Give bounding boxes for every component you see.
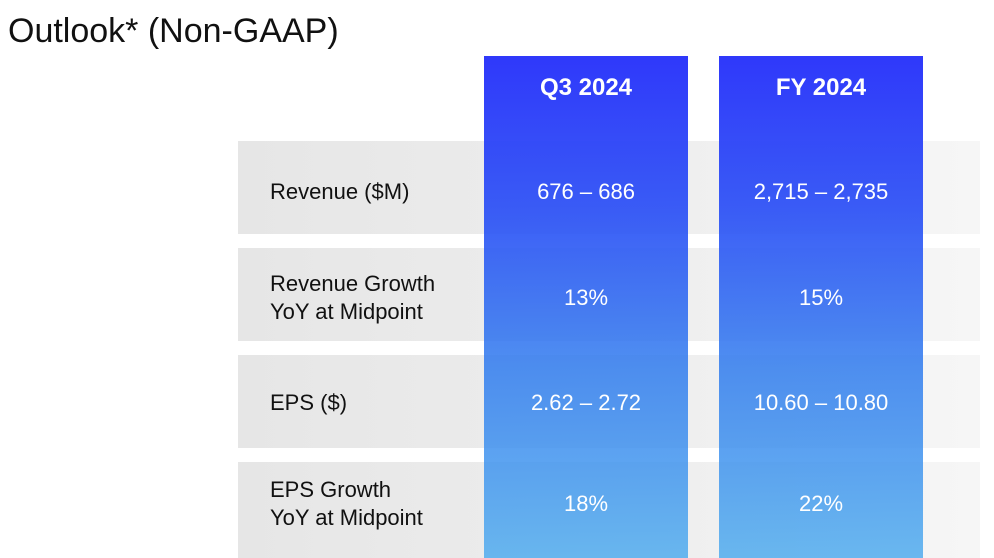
- column-header-fy-2024: FY 2024: [775, 74, 867, 101]
- cell-eps-fy: 10.60 – 10.80: [753, 390, 889, 415]
- cell-revenue-fy: 2,715 – 2,735: [753, 179, 889, 204]
- row-label-eps: EPS ($): [270, 389, 347, 417]
- row-label-line: Revenue Growth: [270, 271, 436, 296]
- row-label-line: YoY at Midpoint: [270, 505, 423, 530]
- cell-eps-growth-fy: 22%: [798, 491, 844, 516]
- row-label-revenue-growth: Revenue Growth YoY at Midpoint: [270, 270, 435, 326]
- row-label-line: EPS ($): [270, 390, 348, 415]
- cell-revenue-q3: 676 – 686: [537, 179, 635, 204]
- cell-revenue-growth-fy: 15%: [798, 285, 844, 310]
- row-label-line: YoY at Midpoint: [270, 299, 423, 324]
- column-band-fy-2024: [719, 56, 923, 558]
- column-band-q3-2024: [484, 56, 688, 558]
- cell-eps-growth-q3: 18%: [563, 491, 609, 516]
- row-label-line: Revenue ($M): [270, 179, 410, 204]
- cell-revenue-growth-q3: 13%: [563, 285, 609, 310]
- column-header-q3-2024: Q3 2024: [539, 74, 633, 101]
- row-label-eps-growth: EPS Growth YoY at Midpoint: [270, 476, 423, 532]
- row-label-revenue: Revenue ($M): [270, 178, 409, 206]
- row-label-line: EPS Growth: [270, 477, 392, 502]
- page-title: Outlook* (Non-GAAP): [8, 12, 339, 50]
- cell-eps-q3: 2.62 – 2.72: [530, 390, 642, 415]
